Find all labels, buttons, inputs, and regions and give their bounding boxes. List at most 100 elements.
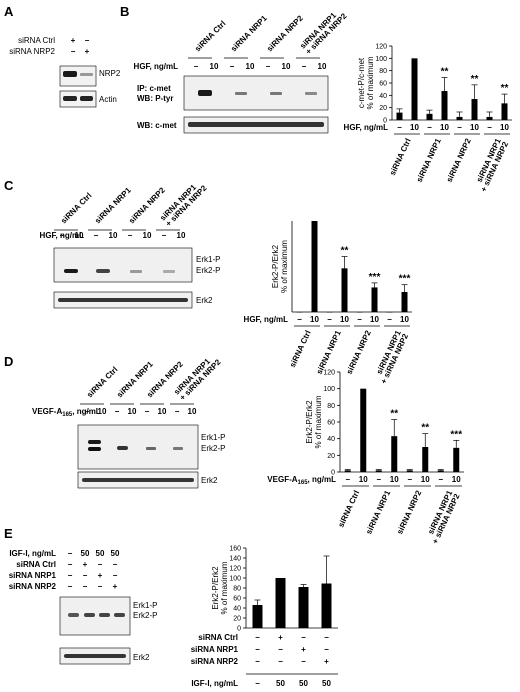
b-x-7: 10 xyxy=(500,123,509,132)
b-group-1-part-0: siRNA NRP1 xyxy=(415,137,443,184)
c-x-dose-label: HGF, ng/mL xyxy=(244,315,289,324)
d-x-4: − xyxy=(407,475,412,484)
d-x-7: 10 xyxy=(452,475,461,484)
e-row-label-0: IGF-I, ng/mL xyxy=(9,549,56,558)
d-ytick-label-2: 40 xyxy=(327,436,335,443)
e-blot-erk2 xyxy=(59,647,131,665)
b-dose-values: − 10 − 10 − 10 − 10 xyxy=(194,62,327,71)
e-chart-row-label-1: siRNA NRP1 xyxy=(191,645,239,654)
e-ytick-label-5: 100 xyxy=(229,576,241,583)
panel-letter-a: A xyxy=(4,4,14,19)
c-x-3: 10 xyxy=(340,315,349,324)
c-sig-7: *** xyxy=(399,274,411,285)
d-group-0-part-0: siRNA Ctrl xyxy=(336,489,361,529)
e-row3-lane-2: − xyxy=(98,582,103,591)
c-bar-0 xyxy=(296,312,303,313)
d-x-5: 10 xyxy=(421,475,430,484)
d-sig-7: *** xyxy=(450,429,462,440)
c-bar-5 xyxy=(371,287,378,312)
d-ytick-label-3: 60 xyxy=(327,420,335,427)
a-row-label-1: siRNA NRP2 xyxy=(9,47,55,56)
e-chart-row1-col-1: − xyxy=(278,645,283,654)
e-chart-row1-col-3: − xyxy=(324,645,329,654)
b-dose-4: − xyxy=(266,62,271,71)
e-row2-lane-1: − xyxy=(83,571,88,580)
d-sig-3: ** xyxy=(390,409,398,420)
d-group-2-part-0: siRNA NRP2 xyxy=(395,489,423,536)
c-bar-7 xyxy=(401,291,408,312)
b-dose-1: 10 xyxy=(210,62,219,71)
c-bar-6 xyxy=(386,312,393,313)
e-band-erk1p: Erk1-P xyxy=(133,601,157,610)
b-ylabel-line1: c-met-P/c-met xyxy=(357,57,366,108)
e-ytick-label-7: 140 xyxy=(229,556,241,563)
d-group-1: siRNA NRP1 xyxy=(364,489,392,536)
c-ylabel-line1: Erk2-P/Erk2 xyxy=(271,244,280,288)
e-ytick-label-4: 80 xyxy=(233,586,241,593)
d-x-6: − xyxy=(438,475,443,484)
b-x-6: − xyxy=(487,123,492,132)
e-chart-row1-col-2: + xyxy=(301,645,306,654)
c-bar-1 xyxy=(311,221,318,312)
d-ylabel: Erk2-P/Erk2% of maximum xyxy=(305,395,323,448)
e-chart-row2-col-0: − xyxy=(255,657,260,666)
c-bar-4 xyxy=(356,312,363,313)
b-blot1-label-line2: WB: P-tyr xyxy=(137,94,173,103)
d-x-dose-label-main: VEGF-A xyxy=(267,475,297,484)
d-ytick-label-0: 0 xyxy=(331,470,335,477)
c-lane-0: siRNA Ctrl xyxy=(59,191,93,225)
d-x-0: − xyxy=(345,475,350,484)
e-blot2-label: Erk2 xyxy=(133,653,150,662)
b-lane-2: siRNA NRP2 xyxy=(265,13,305,53)
d-x-1: 10 xyxy=(359,475,368,484)
d-dose-label: VEGF-A165, ng/mL xyxy=(32,407,101,418)
c-dose-label: HGF, ng/mL xyxy=(40,231,85,240)
e-row3-lane-0: − xyxy=(68,582,73,591)
d-dose-2: − xyxy=(115,407,120,416)
e-ylabel: Erk2-P/Erk2% of maximum xyxy=(211,561,229,614)
c-dose-3: 10 xyxy=(109,231,118,240)
d-bar-0 xyxy=(344,470,351,472)
b-blot2-label: WB: c-met xyxy=(137,121,177,130)
e-chart-row1-col-0: − xyxy=(255,645,260,654)
d-dose-5: 10 xyxy=(158,407,167,416)
e-chart-row0-col-1: + xyxy=(278,633,283,642)
b-lane-2-part-0: siRNA NRP2 xyxy=(265,13,305,53)
d-dose-7: 10 xyxy=(188,407,197,416)
e-row0-lane-2: 50 xyxy=(96,549,105,558)
d-x-dose-label-tail: , ng/mL xyxy=(308,475,337,484)
b-bar-3 xyxy=(441,91,448,120)
c-ylabel: Erk2-P/Erk2% of maximum xyxy=(271,240,289,293)
b-ylabel: c-met-P/c-met% of maximum xyxy=(357,56,375,109)
b-blot-cmet xyxy=(183,116,329,134)
e-chart-row2-col-3: + xyxy=(324,657,329,666)
c-x-1: 10 xyxy=(310,315,319,324)
e-bar-0 xyxy=(252,605,263,628)
a-blot-label-actin: Actin xyxy=(99,95,117,104)
e-row2-lane-0: − xyxy=(68,571,73,580)
panel-letter-b: B xyxy=(120,4,129,19)
e-row-label-2: siRNA NRP1 xyxy=(9,571,57,580)
b-x-4: − xyxy=(457,123,462,132)
a-blot-label-nrp2: NRP2 xyxy=(99,69,121,78)
b-lane-1: siRNA NRP1 xyxy=(229,13,269,53)
b-ytick-label-3: 60 xyxy=(379,81,387,88)
d-ytick-label-5: 100 xyxy=(323,386,335,393)
e-bar-1 xyxy=(275,578,286,628)
d-dose-label-main: VEGF-A xyxy=(32,407,62,416)
c-dose-1: 10 xyxy=(75,231,84,240)
b-group-3: siRNA NRP1+ siRNA NRP2 xyxy=(472,137,511,194)
e-chart-row3-col-0: − xyxy=(255,679,260,688)
d-dose-label-sub: 165 xyxy=(62,412,73,418)
d-bar-6 xyxy=(437,470,444,472)
c-bar-chart: Erk2-P/Erk2% of maximum ***** ***HGF, ng/m… xyxy=(244,221,412,385)
e-chart-row0-col-0: − xyxy=(255,633,260,642)
e-row-label-3: siRNA NRP2 xyxy=(9,582,57,591)
e-row1-lane-1: + xyxy=(83,560,88,569)
d-group-1-part-0: siRNA NRP1 xyxy=(364,489,392,536)
d-group-0: siRNA Ctrl xyxy=(336,489,361,529)
d-group-3: siRNA NRP1+ siRNA NRP2 xyxy=(423,489,462,546)
b-ytick-label-5: 100 xyxy=(375,56,387,63)
c-group-2-part-0: siRNA NRP2 xyxy=(345,329,373,376)
